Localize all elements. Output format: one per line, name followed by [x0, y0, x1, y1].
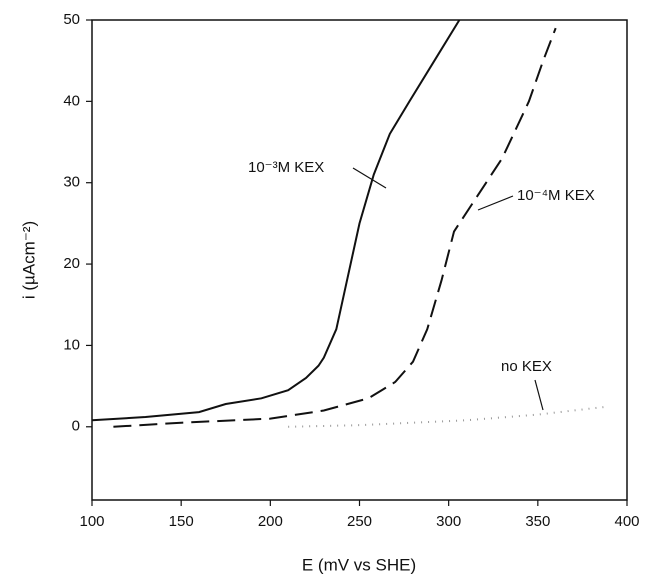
series-annotation: 10⁻⁴M KEX [517, 187, 595, 204]
annotation-leader [477, 195, 514, 211]
y-axis-label: i (µAcm⁻²) [19, 221, 38, 299]
series-annotation: no KEX [501, 358, 552, 375]
series-line [91, 19, 461, 422]
x-tick-label: 100 [79, 513, 104, 530]
y-tick-label: 10 [63, 336, 80, 353]
y-tick-label: 50 [63, 11, 80, 28]
annotation-leader [534, 379, 544, 411]
x-tick-label: 300 [436, 513, 461, 530]
x-tick-label: 200 [258, 513, 283, 530]
y-tick-label: 0 [72, 418, 80, 435]
annotation-leader [352, 167, 387, 189]
series-annotation: 10⁻³M KEX [248, 159, 324, 176]
x-tick-label: 350 [525, 513, 550, 530]
x-axis-label: E (mV vs SHE) [302, 555, 416, 574]
y-tick-label: 40 [63, 92, 80, 109]
y-tick-label: 30 [63, 174, 80, 191]
x-tick-label: 400 [614, 513, 639, 530]
series-line [288, 405, 610, 428]
plot-frame [91, 19, 628, 501]
y-tick-label: 20 [63, 255, 80, 272]
x-tick-label: 150 [169, 513, 194, 530]
series-line [113, 27, 557, 428]
x-tick-label: 250 [347, 513, 372, 530]
